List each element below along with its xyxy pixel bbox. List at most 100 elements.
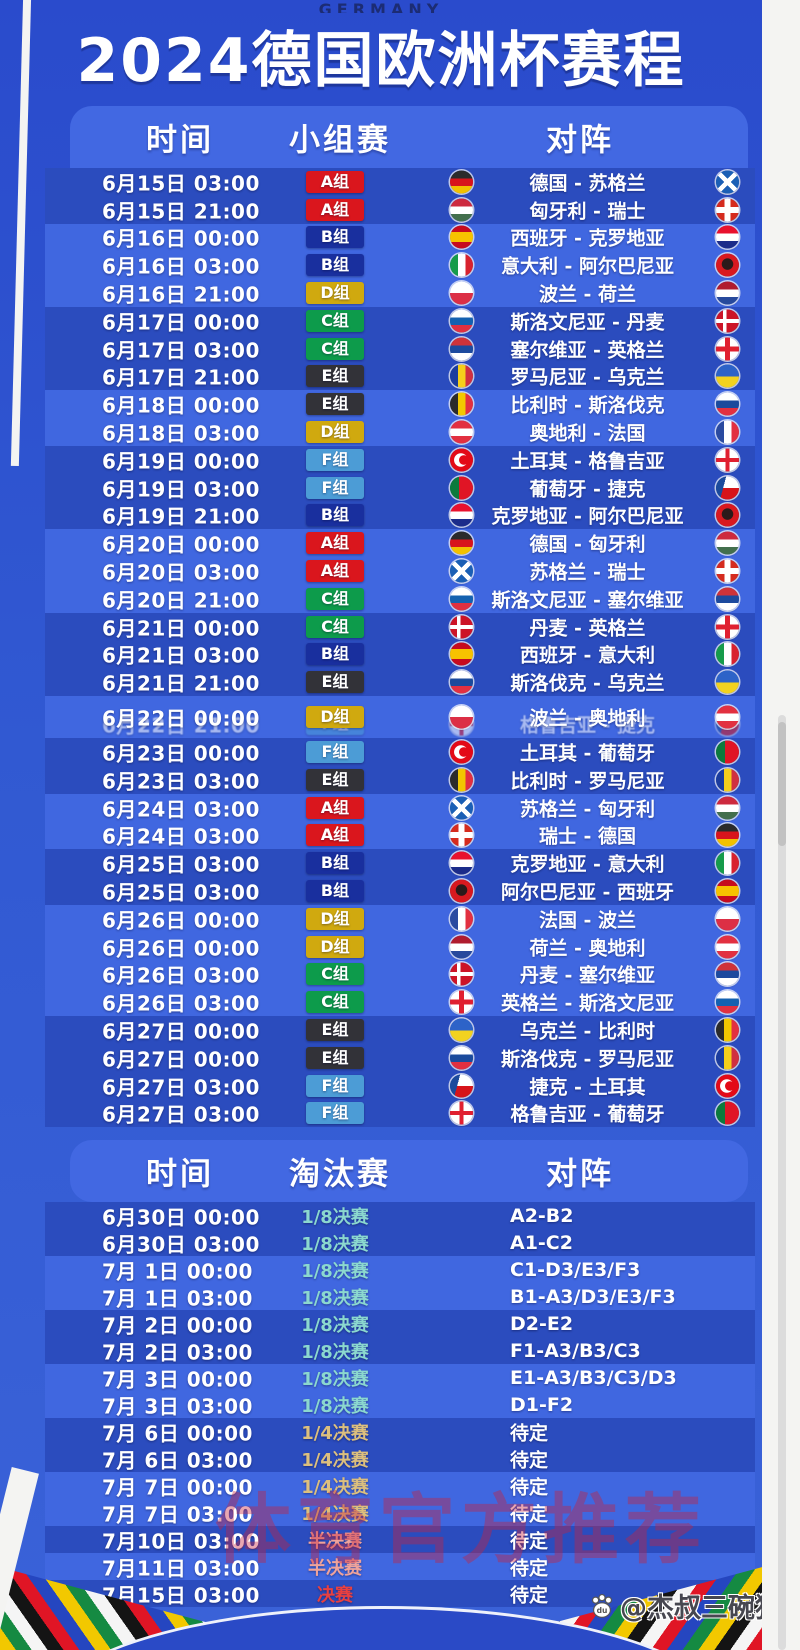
albania-flag-icon	[716, 253, 739, 277]
match-row: 7月 2日 00:00 1/8决赛 D2-E2	[45, 1310, 755, 1337]
stage-label: 1/8决赛	[301, 1314, 369, 1336]
match-time: 7月 3日 03:00	[102, 1394, 253, 1418]
match-time: 6月26日 03:00	[102, 963, 260, 988]
group-badge: B组	[306, 504, 364, 527]
poland-flag-icon	[450, 281, 473, 305]
stage-label: 决赛	[317, 1584, 353, 1606]
group-badge: A组	[306, 532, 364, 555]
portugal-flag-icon	[450, 476, 473, 500]
match-row: 6月26日 03:00 C组 英格兰 - 斯洛文尼亚	[45, 988, 755, 1017]
group-badge: E组	[306, 393, 364, 416]
match-time: 6月18日 03:00	[102, 421, 260, 446]
match-time: 6月19日 03:00	[102, 477, 260, 502]
match-teams: 比利时 - 斯洛伐克	[510, 394, 665, 417]
italy-flag-icon	[716, 642, 739, 666]
row-layer: 6月21日 21:00 E组 斯洛伐克 - 乌克兰	[45, 668, 755, 696]
belgium-flag-icon	[716, 1018, 739, 1042]
row-layer: 7月 1日 00:00 1/8决赛 C1-D3/E3/F3	[45, 1256, 755, 1284]
knockout-match: D1-F2	[510, 1393, 574, 1416]
match-teams: 捷克 - 土耳其	[529, 1076, 646, 1099]
turkey-flag-icon	[450, 448, 473, 472]
match-row: 6月27日 00:00 E组 乌克兰 - 比利时	[45, 1016, 755, 1044]
group-badge: B组	[306, 254, 364, 277]
row-layer: 6月18日 03:00 D组 奥地利 - 法国	[45, 418, 755, 446]
italy-flag-icon	[716, 851, 739, 875]
turkey-flag-icon	[450, 740, 473, 764]
group-badge: D组	[306, 706, 364, 729]
match-teams: 葡萄牙 - 捷克	[529, 478, 646, 501]
slovenia-flag-icon	[450, 587, 473, 611]
row-layer: 6月20日 03:00 A组 苏格兰 - 瑞士	[45, 557, 755, 585]
match-time: 6月15日 03:00	[102, 171, 260, 196]
serbia-flag-icon	[450, 337, 473, 361]
match-time: 6月16日 03:00	[102, 254, 260, 279]
stage-label: 半决赛	[308, 1530, 362, 1552]
match-teams: 苏格兰 - 匈牙利	[519, 798, 656, 821]
match-row: 6月20日 00:00 A组 德国 - 匈牙利	[45, 529, 755, 558]
row-layer: 7月 6日 00:00 1/4决赛 待定	[45, 1418, 755, 1445]
knockout-match: F1-A3/B3/C3	[510, 1339, 641, 1362]
knockout-match: B1-A3/D3/E3/F3	[510, 1285, 676, 1308]
match-teams: 德国 - 匈牙利	[529, 533, 646, 556]
group-badge: E组	[306, 768, 364, 791]
austria-flag-icon	[450, 420, 473, 444]
match-row: 6月23日 00:00 F组 土耳其 - 葡萄牙	[45, 738, 755, 766]
match-time: 6月16日 21:00	[102, 282, 260, 307]
group-rows: 6月15日 03:00 A组 德国 - 苏格兰 6月15日 21:00 A组 匈牙利 - …	[45, 168, 755, 1128]
serbia-flag-icon	[716, 962, 739, 986]
england-flag-icon	[716, 615, 739, 639]
match-row: 6月17日 21:00 E组 罗马尼亚 - 乌克兰	[45, 362, 755, 391]
row-layer: 6月27日 03:00 F组 格鲁吉亚 - 葡萄牙	[45, 1100, 755, 1128]
match-teams: 苏格兰 - 瑞士	[529, 561, 646, 584]
row-layer: 6月30日 00:00 1/8决赛 A2-B2	[45, 1202, 755, 1230]
czech-flag-icon	[450, 1074, 473, 1098]
romania-flag-icon	[716, 768, 739, 792]
row-layer: 7月 7日 03:00 1/4决赛 待定	[45, 1499, 755, 1526]
knockout-rows: 6月30日 00:00 1/8决赛 A2-B2 6月30日 03:00 1/8决赛 A1-…	[45, 1202, 755, 1607]
group-badge: E组	[306, 365, 364, 388]
germany-flag-icon	[450, 531, 473, 555]
stage-label: 1/8决赛	[301, 1368, 369, 1390]
match-row: 6月24日 03:00 A组 瑞士 - 德国	[45, 821, 755, 850]
row-layer: 6月20日 21:00 C组 斯洛文尼亚 - 塞尔维亚	[45, 585, 755, 613]
england-flag-icon	[716, 337, 739, 361]
poster-title: 2024德国欧洲杯赛程	[76, 26, 686, 96]
match-teams: 克罗地亚 - 阿尔巴尼亚	[491, 505, 684, 528]
match-teams: 克罗地亚 - 意大利	[510, 853, 665, 876]
row-layer: 7月11日 03:00 半决赛 待定	[45, 1553, 755, 1580]
match-row: 6月16日 21:00 D组 波兰 - 荷兰	[45, 279, 755, 307]
match-row: 6月25日 03:00 B组 阿尔巴尼亚 - 西班牙	[45, 877, 755, 905]
group-badge: D组	[306, 421, 364, 444]
scrollbar-thumb[interactable]	[778, 722, 786, 846]
group-badge: B组	[306, 226, 364, 249]
stage-label: 1/8决赛	[301, 1287, 369, 1309]
scrollbar-track[interactable]	[778, 715, 786, 1650]
match-time: 7月 6日 03:00	[102, 1448, 253, 1472]
match-row: 7月 1日 00:00 1/8决赛 C1-D3/E3/F3	[45, 1256, 755, 1283]
match-teams: 乌克兰 - 比利时	[519, 1020, 656, 1043]
denmark-flag-icon	[450, 962, 473, 986]
attribution-text: @杰叔三碗猪手面	[620, 1593, 762, 1624]
match-row: 6月19日 03:00 F组 葡萄牙 - 捷克	[45, 473, 755, 502]
group-badge: D组	[306, 935, 364, 958]
stage-label: 1/4决赛	[301, 1422, 369, 1444]
match-time: 6月22日 21:00	[102, 713, 260, 738]
czech-flag-icon	[716, 476, 739, 500]
match-teams: 匈牙利 - 瑞士	[529, 200, 646, 223]
belgium-flag-icon	[450, 392, 473, 416]
croatia-flag-icon	[716, 225, 739, 249]
match-time: 6月17日 03:00	[102, 338, 260, 363]
match-time: 6月27日 00:00	[102, 1019, 260, 1044]
slovakia-flag-icon	[716, 392, 739, 416]
group-badge: C组	[306, 337, 364, 360]
match-time: 6月26日 03:00	[102, 991, 260, 1016]
row-layer: 6月21日 03:00 B组 西班牙 - 意大利	[45, 641, 755, 669]
group-badge: C组	[306, 963, 364, 986]
knockout-match: A2-B2	[510, 1204, 574, 1227]
match-row: 6月15日 03:00 A组 德国 - 苏格兰	[45, 168, 755, 196]
match-teams: 格鲁吉亚 - 捷克	[519, 714, 656, 737]
match-time: 7月15日 03:00	[102, 1583, 260, 1607]
spain-flag-icon	[450, 642, 473, 666]
row-layer: 6月22日 00:00 D组 波兰 - 奥地利	[45, 696, 755, 738]
group-badge: C组	[306, 615, 364, 638]
